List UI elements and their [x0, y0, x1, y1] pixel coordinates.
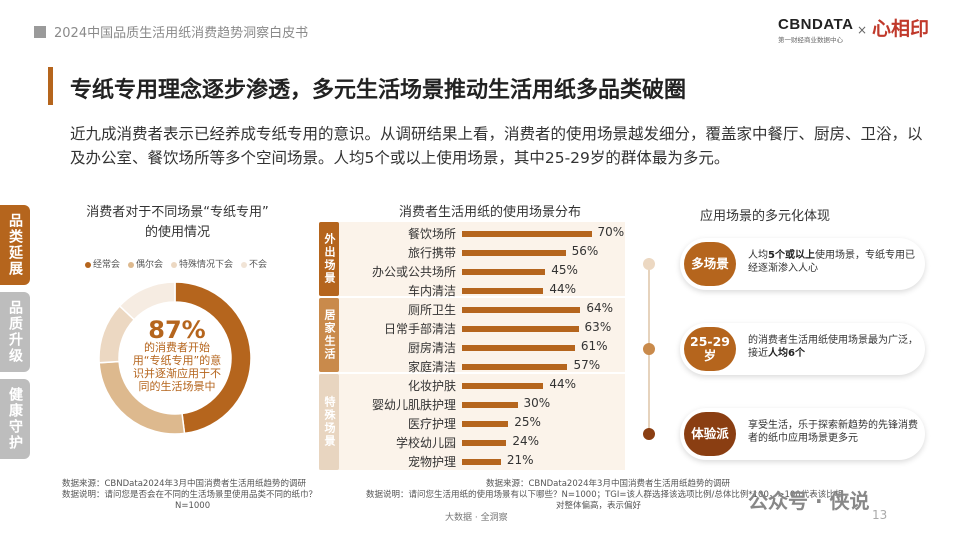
bar-note-cont: 对整体偏高，表示偏好: [556, 501, 642, 511]
bar: [462, 364, 568, 370]
bar-chart-title: 消费者生活用纸的使用场景分布: [398, 205, 581, 220]
bar-category-label: 宠物护理: [407, 455, 456, 469]
bar: [462, 288, 544, 294]
right-panel-title: 应用场景的多元化体现: [700, 209, 831, 224]
bar-category-label: 车内清洁: [407, 284, 456, 298]
bar: [462, 402, 518, 408]
donut-center-text: 的消费者开始用“专纸专用”的意识并逐渐应用于不同的生活场景中: [132, 341, 222, 393]
bar-value-label: 30%: [523, 396, 551, 410]
legend-item-special: 特殊情况下会: [171, 257, 233, 270]
timeline-node-icon: [643, 258, 655, 270]
bar-note-desc: 数据说明：请问您生活用纸的使用场景有以下哪些？N=1000；TGI=该人群选择该…: [366, 490, 844, 500]
bar-category-label: 日常手部清洁: [383, 322, 456, 336]
scene-badge: 体验派: [684, 412, 736, 456]
bar-category-label: 化妆护肤: [407, 379, 456, 393]
bar-note-source: 数据来源：CBNData2024年3月中国消费者生活用纸趋势的调研: [486, 479, 730, 489]
bar-value-label: 25%: [514, 415, 541, 429]
scene-badge: 多场景: [684, 242, 736, 286]
donut-title: 消费者对于不同场景“专纸专用” 的使用情况: [55, 203, 300, 243]
bar-value-label: 63%: [584, 320, 612, 334]
header-square-icon: [34, 26, 46, 38]
donut-note-desc: 数据说明：请问您是否会在不同的生活场景里使用品类不同的纸巾？: [62, 490, 318, 500]
donut-title-line2: 的使用情况: [144, 225, 210, 240]
bar-value-label: 21%: [506, 453, 534, 467]
timeline-node-icon: [643, 343, 655, 355]
donut-chart: [98, 281, 252, 435]
bar-value-label: 56%: [571, 244, 599, 258]
footer-slogan: 大数据 · 全洞察: [445, 513, 508, 523]
side-tab-health-guard[interactable]: 健康守护: [0, 379, 30, 459]
bar: [462, 269, 546, 275]
donut-hole: [125, 308, 225, 408]
watermark: 公众号 · 侠说: [748, 489, 870, 513]
scene-badge: 25-29岁: [684, 327, 736, 371]
bar-value-label: 44%: [549, 377, 577, 391]
timeline-node-icon: [643, 428, 655, 440]
bar-value-label: 44%: [549, 282, 577, 296]
donut-slice-never: [118, 281, 176, 321]
bar: [462, 250, 566, 256]
group-label-special: 特殊场景: [319, 374, 339, 470]
donut-title-line1: 消费者对于不同场景“专纸专用”: [86, 205, 269, 220]
bar: [462, 421, 509, 427]
side-tab-quality-upgrade[interactable]: 品质升级: [0, 292, 30, 372]
donut-note-source: 数据来源：CBNData2024年3月中国消费者生活用纸趋势的调研: [62, 479, 306, 489]
bar: [462, 440, 507, 446]
bar-value-label: 70%: [597, 225, 625, 239]
legend-item-often: 经常会: [85, 257, 120, 270]
bar-category-label: 办公或公共场所: [371, 265, 456, 279]
brand-subtitle: 第一财经商业数据中心: [778, 36, 843, 44]
bar-category-label: 厕所卫生: [407, 303, 456, 317]
page-number: 13: [872, 508, 888, 522]
bar-value-label: 24%: [512, 434, 540, 448]
scene-description: 的消费者生活用纸使用场景最为广泛，接近人均6个: [748, 335, 918, 359]
bar: [462, 345, 575, 351]
bar-category-label: 餐饮场所: [407, 227, 456, 241]
donut-legend: 经常会 偶尔会 特殊情况下会 不会: [85, 257, 267, 270]
page-title: 专纸专用理念逐步渗透，多元生活场景推动生活用纸多品类破圈: [70, 78, 687, 103]
bar: [462, 307, 581, 313]
legend-item-sometimes: 偶尔会: [128, 257, 163, 270]
group-label-home: 居家生活: [319, 298, 339, 372]
legend-item-never: 不会: [241, 257, 267, 270]
document-title: 2024中国品质生活用纸消费趋势洞察白皮书: [54, 26, 309, 41]
bar-category-label: 旅行携带: [407, 246, 456, 260]
group-label-outdoor: 外出场景: [319, 222, 339, 296]
partner-logo: 心相印: [872, 18, 930, 40]
bar: [462, 383, 544, 389]
bar-category-label: 婴幼儿肌肤护理: [371, 398, 456, 412]
donut-center-value: 87%: [148, 316, 206, 344]
donut-note-n: N=1000: [175, 501, 211, 511]
bar-category-label: 家庭清洁: [407, 360, 456, 374]
brand-separator: ×: [857, 23, 868, 37]
bar-value-label: 64%: [586, 301, 614, 315]
bar-category-label: 厨房清洁: [407, 341, 456, 355]
lead-paragraph: 近九成消费者表示已经养成专纸专用的意识。从调研结果上看，消费者的使用场景越发细分…: [70, 125, 923, 167]
brand-logo: CBNDATA: [778, 16, 854, 33]
bar: [462, 326, 579, 332]
bar: [462, 459, 501, 465]
scene-description: 人均5个或以上使用场景，专纸专用已经逐渐渗入人心: [748, 250, 915, 274]
bar-value-label: 61%: [580, 339, 608, 353]
bar-category-label: 医疗护理: [407, 417, 456, 431]
title-accent-bar: [48, 67, 53, 105]
bar-category-label: 学校幼儿园: [395, 436, 456, 450]
bar: [462, 231, 592, 237]
bar-value-label: 45%: [551, 263, 578, 277]
side-tab-category-extension[interactable]: 品类延展: [0, 205, 30, 285]
scene-description: 享受生活，乐于探索新趋势的先锋消费者的纸巾应用场景更多元: [748, 420, 918, 444]
bar-value-label: 57%: [573, 358, 601, 372]
